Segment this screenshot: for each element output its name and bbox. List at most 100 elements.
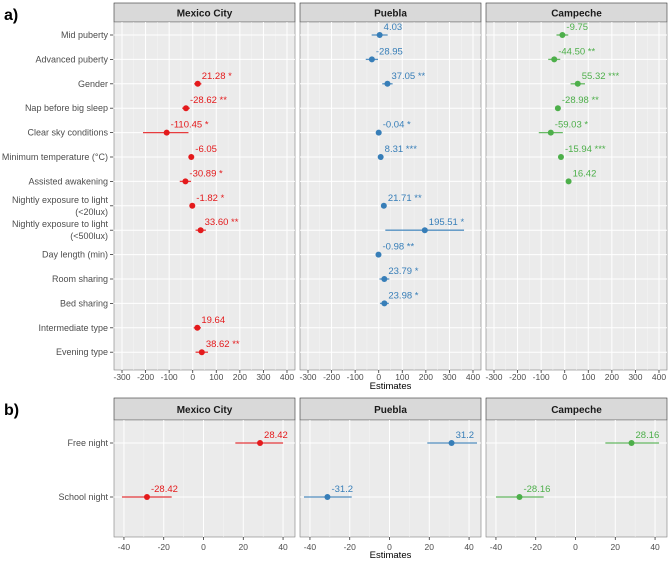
estimate-school-night: -31.2 bbox=[303, 484, 353, 500]
row-label: Evening type bbox=[56, 347, 108, 357]
estimate-label: 31.2 bbox=[456, 430, 475, 441]
estimate-label: 37.05 ** bbox=[391, 71, 425, 82]
estimate-clear-sky-conditions: -0.04 * bbox=[375, 120, 411, 136]
estimate-clear-sky-conditions: -59.03 * bbox=[538, 120, 588, 136]
row-label: Nightly exposure to light bbox=[12, 219, 109, 229]
row-label: Mid puberty bbox=[61, 30, 109, 40]
estimate-label: 21.71 ** bbox=[388, 193, 422, 204]
estimate-gender: 21.28 * bbox=[194, 71, 232, 87]
row-label: Free night bbox=[67, 438, 108, 448]
x-tick-label: 300 bbox=[442, 372, 456, 382]
facet-campeche: Campeche -300 -200 -100 0 100 200 300 400 -9.75 -4… bbox=[486, 2, 668, 382]
estimate-point bbox=[559, 32, 566, 38]
estimate-school-night: -28.16 bbox=[495, 484, 550, 500]
estimate-point bbox=[163, 129, 170, 136]
estimate-label: -44.50 ** bbox=[558, 46, 595, 57]
estimate-nightly-exposure-to-light-500lux-: 195.51 * bbox=[385, 217, 464, 234]
estimate-label: -1.82 * bbox=[196, 193, 224, 204]
estimate-gender: 55.32 *** bbox=[570, 71, 620, 87]
estimate-point bbox=[557, 154, 564, 160]
x-tick-label: -300 bbox=[114, 372, 131, 382]
row-label: Room sharing bbox=[52, 274, 108, 284]
x-tick-label: -100 bbox=[347, 372, 364, 382]
estimate-label: -0.04 * bbox=[383, 120, 411, 131]
x-tick-label: -20 bbox=[530, 542, 543, 552]
row-label: Assisted awakening bbox=[28, 176, 108, 186]
estimate-point bbox=[198, 349, 205, 356]
estimate-label: 28.42 bbox=[264, 430, 288, 441]
estimate-intermediate-type: 19.64 bbox=[193, 315, 225, 331]
estimate-nap-before-big-sleep: -28.62 ** bbox=[182, 95, 227, 112]
x-tick-label: -40 bbox=[304, 542, 317, 552]
estimate-point bbox=[448, 440, 455, 446]
x-tick-label: -20 bbox=[158, 542, 171, 552]
estimate-free-night: 31.2 bbox=[427, 430, 478, 446]
x-tick-label: 300 bbox=[256, 372, 270, 382]
estimate-assisted-awakening: -30.89 * bbox=[179, 168, 223, 185]
x-tick-label: 200 bbox=[233, 372, 247, 382]
x-tick-label: 100 bbox=[581, 372, 595, 382]
panel-label: a) bbox=[4, 7, 18, 24]
estimate-point bbox=[421, 227, 428, 234]
row-label: (<500lux) bbox=[70, 231, 108, 241]
estimate-point bbox=[551, 56, 558, 63]
estimate-point bbox=[324, 494, 331, 500]
facet-title: Mexico City bbox=[177, 9, 233, 20]
estimate-advanced-puberty: -44.50 ** bbox=[548, 46, 596, 63]
estimate-mid-puberty: -9.75 bbox=[556, 22, 588, 38]
estimate-label: -28.98 ** bbox=[562, 95, 599, 106]
row-label: Minimum temperature (°C) bbox=[2, 152, 108, 162]
facet-title: Campeche bbox=[551, 9, 602, 20]
estimate-point bbox=[381, 276, 388, 282]
estimate-advanced-puberty: -28.95 bbox=[365, 46, 403, 63]
x-tick-label: 400 bbox=[652, 372, 666, 382]
plot-background bbox=[113, 419, 296, 538]
x-tick-label: 0 bbox=[562, 372, 567, 382]
estimate-label: -110.45 * bbox=[171, 120, 209, 131]
estimate-label: 38.62 ** bbox=[206, 339, 240, 350]
estimate-point bbox=[376, 32, 383, 38]
estimate-minimum-temperature-c-: -6.05 bbox=[188, 144, 217, 160]
x-tick-label: 40 bbox=[650, 542, 660, 552]
estimate-label: 8.31 *** bbox=[385, 144, 418, 155]
x-axis-title: Estimates bbox=[370, 381, 412, 392]
x-tick-label: 300 bbox=[628, 372, 642, 382]
estimate-room-sharing: 23.79 * bbox=[379, 266, 419, 282]
estimate-label: -30.89 * bbox=[189, 168, 223, 179]
x-tick-label: 0 bbox=[376, 372, 381, 382]
estimate-point bbox=[189, 202, 196, 209]
estimate-point bbox=[554, 105, 561, 112]
estimate-assisted-awakening: 16.42 bbox=[565, 168, 596, 185]
estimate-label: -28.95 bbox=[376, 46, 403, 57]
estimate-label: 19.64 bbox=[201, 315, 225, 326]
estimate-point bbox=[516, 494, 523, 500]
x-tick-label: -200 bbox=[509, 372, 526, 382]
estimate-point bbox=[384, 80, 391, 87]
x-tick-label: 20 bbox=[425, 542, 435, 552]
x-tick-label: -100 bbox=[533, 372, 550, 382]
estimate-label: -6.05 bbox=[195, 144, 217, 155]
x-axis-title: Estimates bbox=[370, 550, 412, 561]
x-tick-label: 200 bbox=[419, 372, 433, 382]
plot-background bbox=[299, 419, 482, 538]
estimate-free-night: 28.16 bbox=[605, 430, 659, 446]
facet-puebla: Puebla -300 -200 -100 0 100 200 300 400 4.03 -28.9… bbox=[300, 2, 482, 382]
row-label: Bed sharing bbox=[60, 298, 108, 308]
facet-puebla: Puebla -40 -20 0 20 40 31.2 -31.2 bbox=[299, 397, 482, 552]
estimate-point bbox=[381, 300, 388, 307]
estimate-label: 23.79 * bbox=[388, 266, 418, 277]
estimate-clear-sky-conditions: -110.45 * bbox=[142, 120, 209, 136]
facet-mexico-city: Mexico City -300 -200 -100 0 100 200 300 400 21.2… bbox=[114, 2, 296, 382]
estimate-nightly-exposure-to-light-20lux-: 21.71 ** bbox=[380, 193, 422, 209]
estimate-label: 55.32 *** bbox=[582, 71, 620, 82]
estimate-evening-type: 38.62 ** bbox=[195, 339, 240, 356]
row-label: (<20lux) bbox=[75, 207, 108, 217]
estimate-label: -28.42 bbox=[151, 484, 178, 495]
estimate-day-length-min-: -0.98 ** bbox=[375, 242, 414, 258]
estimate-label: -9.75 bbox=[566, 22, 588, 33]
estimate-minimum-temperature-c-: 8.31 *** bbox=[377, 144, 418, 160]
row-label: Day length (min) bbox=[42, 250, 108, 260]
estimate-nightly-exposure-to-light-20lux-: -1.82 * bbox=[189, 193, 225, 209]
estimate-point bbox=[565, 178, 572, 185]
